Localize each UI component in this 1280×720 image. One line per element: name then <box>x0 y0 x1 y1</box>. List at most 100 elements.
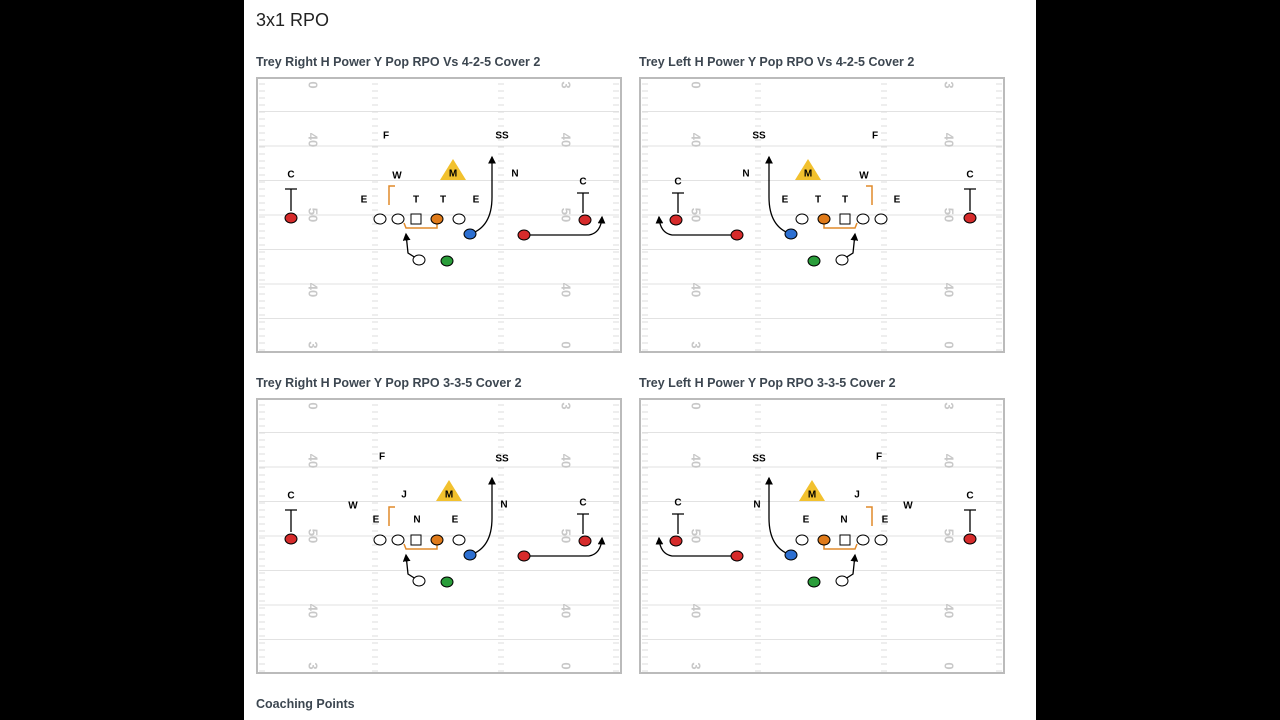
defender-label: E <box>361 195 368 206</box>
yard-number: 40 <box>942 283 957 297</box>
center <box>410 213 422 225</box>
yard-number: 40 <box>306 604 321 618</box>
yard-number: 3 <box>559 81 574 88</box>
skill-player <box>784 549 798 561</box>
guard <box>817 213 831 225</box>
defender-label: F <box>383 131 389 142</box>
skill-player <box>578 214 592 226</box>
section-heading: Coaching Points <box>256 697 355 711</box>
defender-label: E <box>782 195 789 206</box>
yard-number: 0 <box>559 662 574 669</box>
defender-label: C <box>579 177 586 188</box>
yard-number: 50 <box>942 208 957 222</box>
pull-route <box>823 506 873 550</box>
defender-label: E <box>373 515 380 526</box>
defender-label: F <box>876 452 882 463</box>
yard-number: 50 <box>559 208 574 222</box>
guard <box>430 213 444 225</box>
yard-number: 40 <box>942 604 957 618</box>
yard-number: 40 <box>689 604 704 618</box>
lineman <box>391 213 405 225</box>
defender-label: C <box>966 170 973 181</box>
center <box>410 534 422 546</box>
yard-number: 40 <box>689 454 704 468</box>
skill-player <box>730 550 744 562</box>
skill-player <box>440 576 454 588</box>
route <box>577 192 589 213</box>
yard-number: 0 <box>689 81 704 88</box>
play-diagram: 0 40 50 40 3 3 40 50 40 0 C F J M SS N W E N E C <box>639 398 1005 674</box>
defender-label: W <box>903 501 913 512</box>
defender-label: C <box>966 491 973 502</box>
defender-label: N <box>500 500 507 511</box>
pull-route <box>388 506 438 550</box>
defender-label: SS <box>752 131 766 142</box>
defender-label: T <box>440 195 446 206</box>
yard-number: 3 <box>689 662 704 669</box>
yard-number: 40 <box>559 454 574 468</box>
diagram-title: Trey Right H Power Y Pop RPO Vs 4-2-5 Co… <box>256 55 541 69</box>
skill-player <box>807 255 821 267</box>
defender-label: E <box>882 515 889 526</box>
yard-number: 0 <box>689 402 704 409</box>
lineman <box>795 213 809 225</box>
defender-label: F <box>379 452 385 463</box>
skill-player <box>463 228 477 240</box>
yard-number: 3 <box>689 341 704 348</box>
yard-number: 40 <box>306 283 321 297</box>
route <box>524 215 606 236</box>
route <box>655 215 737 236</box>
lineman <box>856 213 870 225</box>
defender-label: E <box>473 195 480 206</box>
defender-label: T <box>413 195 419 206</box>
yard-number: 50 <box>689 529 704 543</box>
defender-label: T <box>842 195 848 206</box>
defender-label: SS <box>495 454 509 465</box>
quarterback <box>412 575 426 587</box>
yard-number: 0 <box>942 341 957 348</box>
lineman <box>795 534 809 546</box>
pull-route <box>388 185 438 229</box>
defender-label: F <box>872 131 878 142</box>
yard-number: 40 <box>306 454 321 468</box>
skill-player <box>730 229 744 241</box>
route <box>285 509 297 532</box>
route <box>577 513 589 534</box>
yard-number: 40 <box>306 133 321 147</box>
page-title: 3x1 RPO <box>256 10 330 30</box>
defender-label: N <box>840 515 847 526</box>
yard-number: 40 <box>942 454 957 468</box>
play-diagram: 0 40 50 40 3 3 40 50 40 0 C F W M SS N E T T E C <box>639 77 1005 353</box>
lineman <box>373 213 387 225</box>
yard-number: 40 <box>559 604 574 618</box>
diagram-title: Trey Left H Power Y Pop RPO 3-3-5 Cover … <box>639 376 896 390</box>
mike-triangle <box>795 159 821 180</box>
route <box>524 536 606 557</box>
skill-player <box>284 212 298 224</box>
center <box>839 534 851 546</box>
center <box>839 213 851 225</box>
skill-player <box>517 229 531 241</box>
skill-player <box>463 549 477 561</box>
lineman <box>856 534 870 546</box>
yard-number: 50 <box>559 529 574 543</box>
skill-player <box>784 228 798 240</box>
defender-label: C <box>674 177 681 188</box>
lineman <box>874 534 888 546</box>
play-diagram: 0 40 50 40 3 3 40 50 40 0 C F J M SS N W E N E C <box>256 398 622 674</box>
yard-number: 40 <box>559 133 574 147</box>
skill-player <box>517 550 531 562</box>
diagram-title: Trey Left H Power Y Pop RPO Vs 4-2-5 Cov… <box>639 55 915 69</box>
defender-label: M <box>445 490 453 501</box>
skill-player <box>669 535 683 547</box>
yard-number: 3 <box>942 402 957 409</box>
skill-player <box>807 576 821 588</box>
diagrams: 0 40 50 40 3 3 40 50 40 0 C F W M SS N E T T E C 0 40 50 40 3 3 40 5… <box>256 77 1005 674</box>
route <box>672 513 684 534</box>
panel: 3x1 RPO Trey Right H Power Y Pop RPO Vs … <box>244 0 1036 720</box>
skill-player <box>440 255 454 267</box>
defender-label: M <box>808 490 816 501</box>
yard-number: 3 <box>306 341 321 348</box>
yard-number: 50 <box>306 529 321 543</box>
